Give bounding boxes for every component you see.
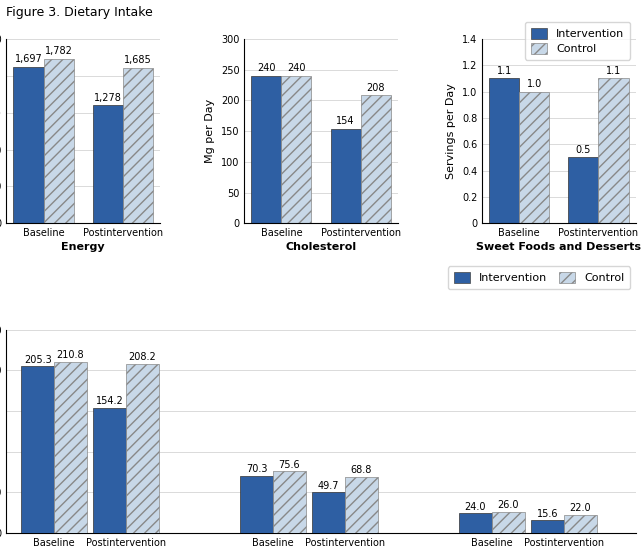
Bar bbox=[598, 78, 629, 223]
Text: 1,278: 1,278 bbox=[94, 93, 121, 103]
Legend: Intervention, Control: Intervention, Control bbox=[525, 22, 630, 59]
Text: 49.7: 49.7 bbox=[318, 481, 339, 491]
Text: 240: 240 bbox=[257, 63, 275, 73]
Text: 0.5: 0.5 bbox=[576, 145, 591, 155]
Bar bbox=[492, 512, 525, 533]
X-axis label: Energy: Energy bbox=[62, 243, 105, 253]
Text: 75.6: 75.6 bbox=[279, 460, 300, 470]
Bar bbox=[273, 471, 306, 533]
X-axis label: Cholesterol: Cholesterol bbox=[286, 243, 356, 253]
Text: 15.6: 15.6 bbox=[537, 508, 558, 518]
Text: 24.0: 24.0 bbox=[465, 502, 486, 512]
Bar bbox=[345, 477, 377, 533]
Bar bbox=[44, 59, 74, 223]
Bar bbox=[489, 78, 519, 223]
Text: 208.2: 208.2 bbox=[128, 352, 156, 362]
Text: 1.1: 1.1 bbox=[496, 65, 512, 75]
Text: 70.3: 70.3 bbox=[246, 464, 267, 474]
Bar bbox=[13, 67, 44, 223]
X-axis label: Sweet Foods and Desserts: Sweet Foods and Desserts bbox=[476, 243, 641, 253]
Text: 1,685: 1,685 bbox=[124, 55, 152, 65]
Bar bbox=[459, 513, 492, 533]
Y-axis label: Servings per Day: Servings per Day bbox=[446, 83, 456, 179]
Bar bbox=[126, 364, 159, 533]
Text: 210.8: 210.8 bbox=[56, 350, 84, 360]
Bar bbox=[123, 68, 153, 223]
Bar bbox=[531, 520, 564, 533]
Text: 208: 208 bbox=[367, 83, 385, 93]
Bar bbox=[240, 476, 273, 533]
Text: 1.0: 1.0 bbox=[526, 79, 542, 89]
Legend: Intervention, Control: Intervention, Control bbox=[448, 266, 630, 289]
Text: 1,782: 1,782 bbox=[45, 46, 73, 56]
Text: 154.2: 154.2 bbox=[96, 396, 123, 406]
Text: 240: 240 bbox=[287, 63, 306, 73]
Text: Figure 3. Dietary Intake: Figure 3. Dietary Intake bbox=[6, 6, 153, 18]
Bar bbox=[312, 492, 345, 533]
Bar bbox=[568, 158, 598, 223]
Bar bbox=[93, 407, 126, 533]
Bar bbox=[331, 129, 361, 223]
Text: 26.0: 26.0 bbox=[498, 500, 519, 510]
Text: 1.1: 1.1 bbox=[606, 65, 621, 75]
Bar bbox=[251, 75, 281, 223]
Text: 22.0: 22.0 bbox=[569, 503, 591, 513]
Bar bbox=[519, 92, 550, 223]
Text: 68.8: 68.8 bbox=[351, 465, 372, 475]
Bar bbox=[564, 515, 596, 533]
Bar bbox=[54, 362, 87, 533]
Bar bbox=[361, 95, 391, 223]
Bar bbox=[92, 105, 123, 223]
Bar bbox=[281, 75, 311, 223]
Text: 154: 154 bbox=[336, 116, 355, 126]
Bar bbox=[21, 366, 54, 533]
Text: 1,697: 1,697 bbox=[15, 54, 42, 64]
Text: 205.3: 205.3 bbox=[24, 355, 51, 365]
Y-axis label: Mg per Day: Mg per Day bbox=[205, 99, 215, 163]
